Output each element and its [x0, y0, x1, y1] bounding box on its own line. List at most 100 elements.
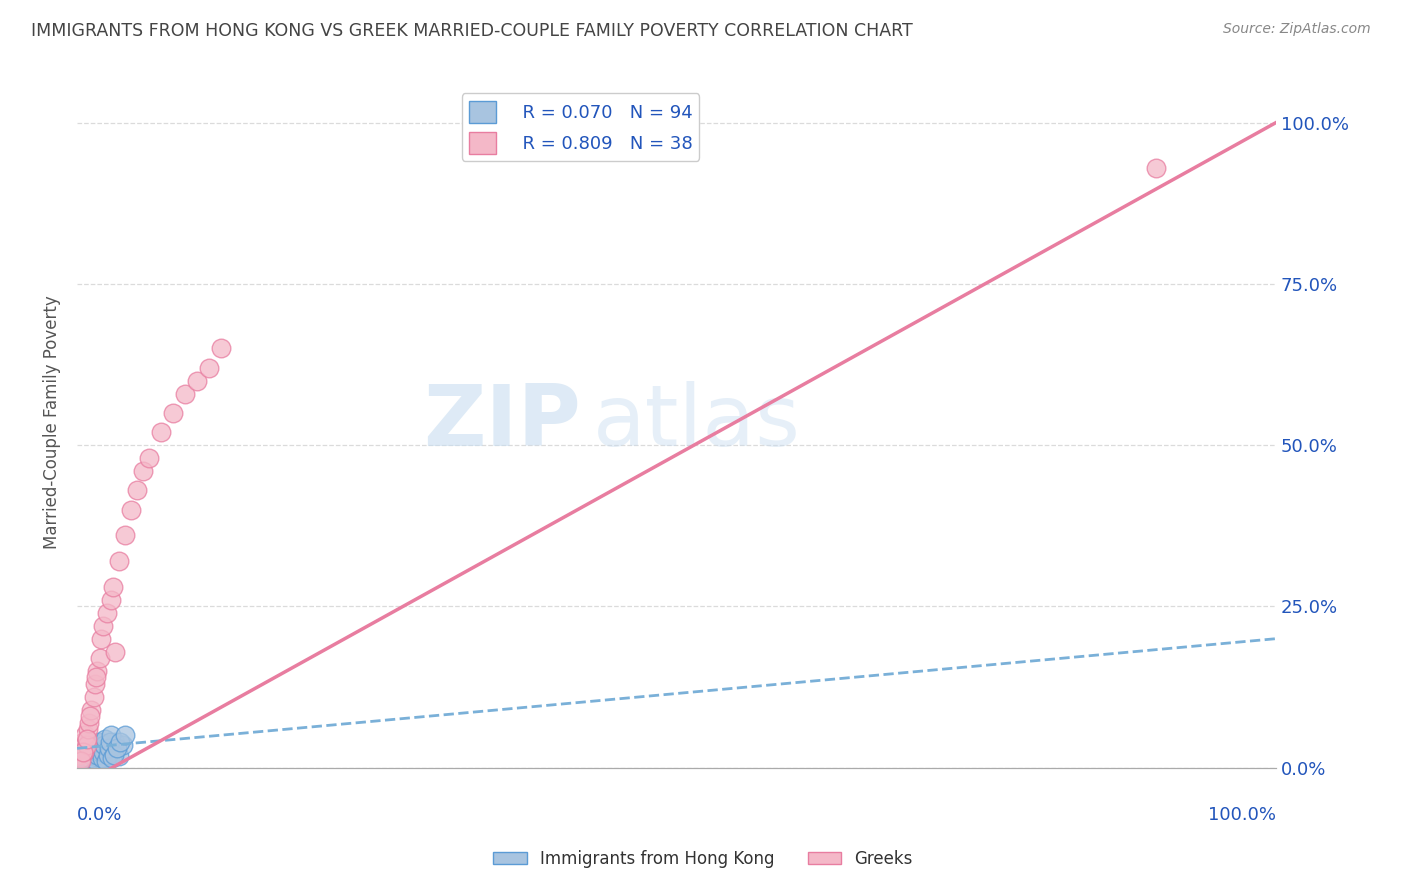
Point	[70, 750, 93, 764]
Point	[76, 738, 98, 752]
Point	[110, 735, 132, 749]
Point	[87, 741, 110, 756]
Point	[67, 756, 90, 770]
Point	[97, 747, 120, 762]
Point	[91, 745, 114, 759]
Point	[114, 728, 136, 742]
Point	[80, 747, 103, 762]
Point	[69, 753, 91, 767]
Point	[76, 731, 98, 746]
Point	[104, 735, 127, 749]
Point	[86, 664, 108, 678]
Point	[76, 738, 98, 752]
Point	[72, 747, 94, 761]
Legend: Immigrants from Hong Kong, Greeks: Immigrants from Hong Kong, Greeks	[486, 844, 920, 875]
Point	[77, 747, 100, 762]
Point	[101, 751, 124, 765]
Legend:   R = 0.070   N = 94,   R = 0.809   N = 38: R = 0.070 N = 94, R = 0.809 N = 38	[461, 94, 699, 161]
Point	[77, 740, 100, 755]
Point	[75, 742, 97, 756]
Point	[72, 747, 94, 762]
Point	[72, 758, 94, 772]
Point	[79, 742, 101, 756]
Point	[77, 752, 100, 766]
Point	[70, 756, 93, 771]
Point	[93, 754, 115, 768]
Point	[75, 755, 97, 769]
Point	[104, 644, 127, 658]
Point	[70, 752, 93, 766]
Point	[83, 747, 105, 762]
Point	[198, 360, 221, 375]
Point	[66, 759, 89, 773]
Point	[86, 747, 108, 762]
Point	[174, 386, 197, 401]
Point	[67, 758, 90, 772]
Text: ZIP: ZIP	[423, 381, 581, 464]
Point	[186, 374, 208, 388]
Point	[90, 747, 112, 761]
Point	[69, 751, 91, 765]
Point	[67, 757, 90, 772]
Point	[69, 747, 91, 762]
Point	[76, 757, 98, 772]
Point	[93, 738, 115, 752]
Point	[90, 751, 112, 765]
Point	[75, 751, 97, 765]
Point	[75, 740, 97, 755]
Point	[94, 731, 117, 746]
Point	[89, 735, 111, 749]
Point	[132, 464, 155, 478]
Point	[69, 754, 91, 768]
Point	[77, 735, 100, 749]
Point	[77, 722, 100, 736]
Point	[73, 756, 96, 771]
Point	[120, 502, 142, 516]
Point	[79, 751, 101, 765]
Point	[138, 451, 160, 466]
Text: 0.0%: 0.0%	[77, 805, 122, 823]
Point	[98, 735, 121, 749]
Point	[77, 736, 100, 750]
Point	[69, 753, 91, 767]
Point	[162, 406, 184, 420]
Point	[70, 749, 93, 764]
Point	[76, 739, 98, 753]
Point	[84, 677, 107, 691]
Point	[101, 580, 124, 594]
Point	[105, 741, 128, 756]
Point	[96, 606, 118, 620]
Text: Source: ZipAtlas.com: Source: ZipAtlas.com	[1223, 22, 1371, 37]
Point	[84, 754, 107, 768]
Point	[73, 745, 96, 759]
Y-axis label: Married-Couple Family Poverty: Married-Couple Family Poverty	[44, 295, 60, 549]
Point	[72, 735, 94, 749]
Point	[72, 754, 94, 768]
Text: IMMIGRANTS FROM HONG KONG VS GREEK MARRIED-COUPLE FAMILY POVERTY CORRELATION CHA: IMMIGRANTS FROM HONG KONG VS GREEK MARRI…	[31, 22, 912, 40]
Point	[80, 753, 103, 767]
Point	[84, 670, 107, 684]
Point	[80, 738, 103, 752]
Point	[100, 728, 122, 742]
Point	[67, 756, 90, 771]
Point	[103, 747, 125, 762]
Point	[79, 751, 101, 765]
Point	[96, 754, 118, 768]
Text: atlas: atlas	[592, 381, 800, 464]
Point	[89, 745, 111, 759]
Point	[69, 758, 91, 772]
Point	[87, 741, 110, 756]
Point	[70, 741, 93, 756]
Point	[89, 751, 111, 765]
Point	[150, 425, 173, 440]
Text: 100.0%: 100.0%	[1208, 805, 1277, 823]
Point	[80, 703, 103, 717]
Point	[114, 528, 136, 542]
Point	[98, 741, 121, 756]
Point	[91, 736, 114, 750]
Point	[73, 752, 96, 766]
Point	[79, 709, 101, 723]
Point	[96, 751, 118, 765]
Point	[82, 741, 104, 756]
Point	[108, 749, 131, 764]
